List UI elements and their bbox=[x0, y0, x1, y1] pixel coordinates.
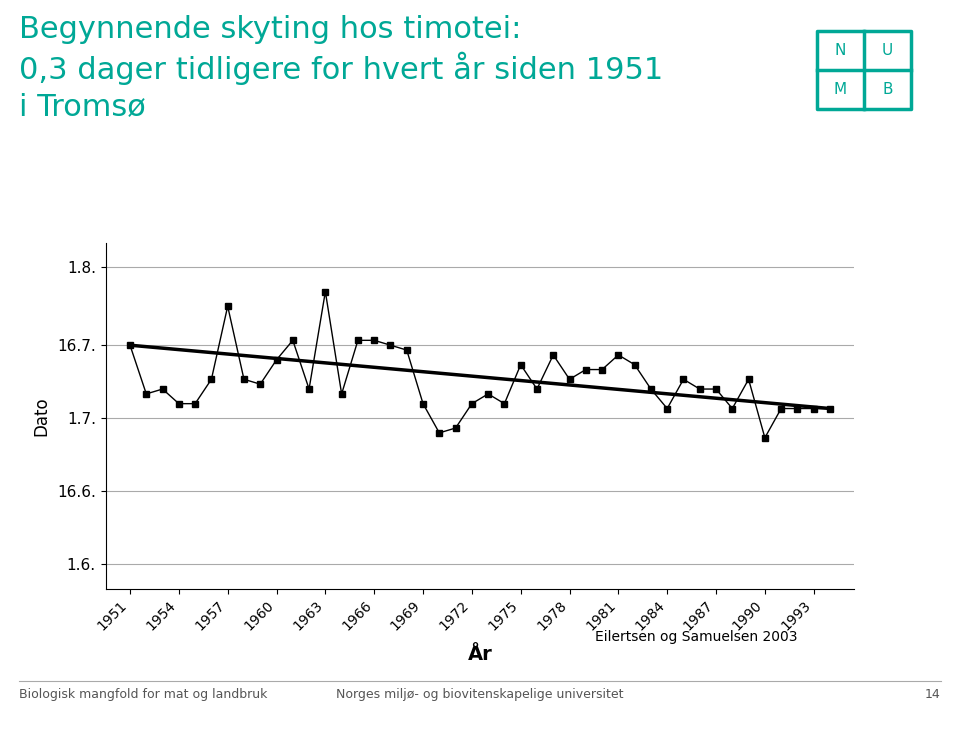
X-axis label: År: År bbox=[468, 645, 492, 664]
Text: B: B bbox=[882, 82, 893, 96]
Text: Norges miljø- og biovitenskapelige universitet: Norges miljø- og biovitenskapelige unive… bbox=[336, 688, 624, 701]
Text: Begynnende skyting hos timotei:
0,3 dager tidligere for hvert år siden 1951
i Tr: Begynnende skyting hos timotei: 0,3 dage… bbox=[19, 15, 663, 121]
Text: Eilertsen og Samuelsen 2003: Eilertsen og Samuelsen 2003 bbox=[595, 629, 798, 644]
Text: U: U bbox=[882, 43, 893, 58]
Y-axis label: Dato: Dato bbox=[32, 396, 50, 436]
Text: M: M bbox=[834, 82, 847, 96]
Text: Biologisk mangfold for mat og landbruk: Biologisk mangfold for mat og landbruk bbox=[19, 688, 268, 701]
Text: 14: 14 bbox=[925, 688, 941, 701]
Text: N: N bbox=[835, 43, 846, 58]
